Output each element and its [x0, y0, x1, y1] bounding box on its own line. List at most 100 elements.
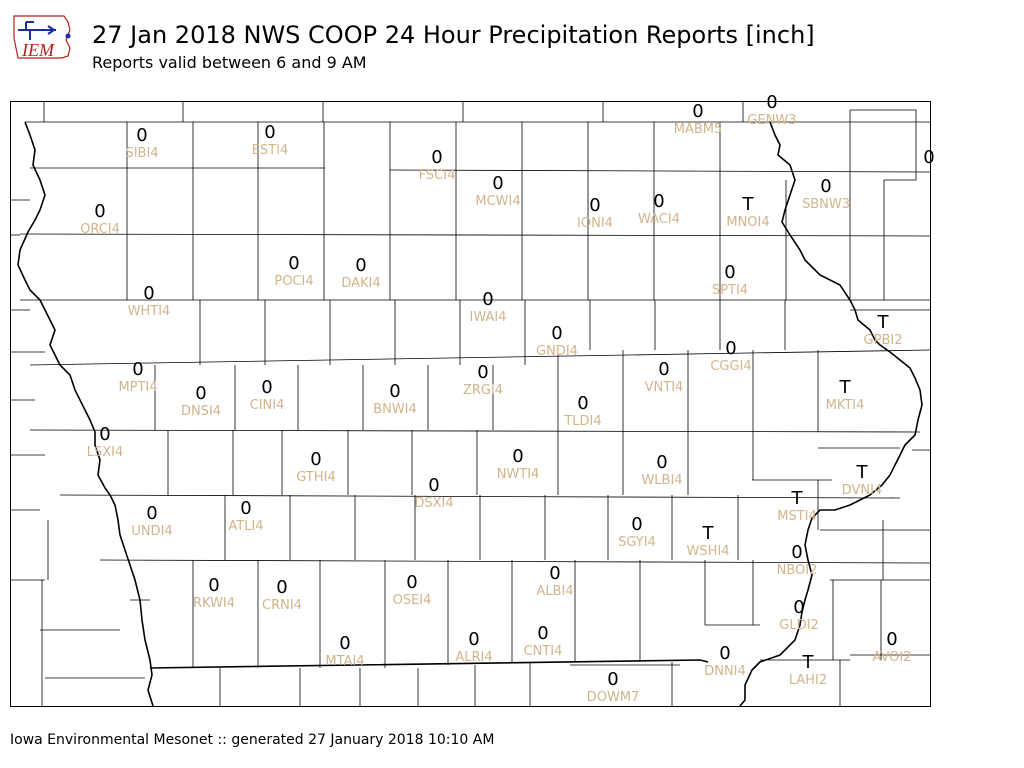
precip-value: 0	[276, 577, 287, 598]
station-id-label: WSHI4	[687, 544, 730, 559]
station-id-label: SIBI4	[125, 146, 158, 161]
station-id-label: DAKI4	[341, 276, 380, 291]
station-id-label: SGYI4	[618, 535, 656, 550]
station-id-label: MTAI4	[325, 654, 364, 669]
precip-value: 0	[923, 147, 934, 168]
station-id-label: GENW3	[747, 113, 796, 128]
station-id-label: DNSI4	[181, 404, 221, 419]
station-id-label: ALRI4	[455, 650, 492, 665]
station-id-label: WHTI4	[128, 304, 171, 319]
station-id-label: CNTI4	[524, 644, 563, 659]
footer-credit: Iowa Environmental Mesonet :: generated …	[10, 732, 495, 748]
station-id-label: IWAI4	[470, 310, 507, 325]
precip-value: T	[791, 488, 804, 509]
precip-value: 0	[477, 362, 488, 383]
iem-logo: IEM	[13, 15, 71, 60]
precip-value: 0	[208, 575, 219, 596]
precip-value: 0	[791, 542, 802, 563]
station-id-label: NBOI2	[777, 563, 818, 578]
precip-value: 0	[492, 173, 503, 194]
precip-value: 0	[339, 633, 350, 654]
precip-value: 0	[132, 359, 143, 380]
station-id-label: CRNI4	[262, 598, 302, 613]
precip-value: T	[702, 523, 715, 544]
precip-value: 0	[264, 122, 275, 143]
precip-value: 0	[482, 289, 493, 310]
precip-value: 0	[692, 101, 703, 122]
precip-value: T	[839, 377, 852, 398]
station-id-label: POCI4	[274, 274, 313, 289]
precip-value: 0	[512, 446, 523, 467]
precip-value: 0	[725, 338, 736, 359]
precip-value: 0	[724, 262, 735, 283]
station-id-label: MABM5	[674, 122, 723, 137]
station-id-label: DOWM7	[587, 690, 640, 705]
station-id-label: DNNI4	[704, 664, 746, 679]
station-id-label: AVOI2	[872, 650, 911, 665]
station-id-label: OSEI4	[393, 593, 432, 608]
county-boundaries	[10, 102, 931, 706]
station-id-label: SPTI4	[712, 283, 748, 298]
station-id-label: LSXI4	[87, 445, 124, 460]
precip-value: 0	[99, 424, 110, 445]
precip-value: 0	[431, 147, 442, 168]
precip-value: 0	[820, 176, 831, 197]
precip-value: 0	[428, 475, 439, 496]
station-id-label: MPTI4	[118, 380, 157, 395]
station-id-label: GNDI4	[536, 344, 578, 359]
precip-value: 0	[549, 563, 560, 584]
precip-value: 0	[719, 643, 730, 664]
station-plot: 0	[923, 147, 934, 168]
page-title: 27 Jan 2018 NWS COOP 24 Hour Precipitati…	[92, 21, 815, 49]
station-id-label: RKWI4	[193, 596, 235, 611]
precip-value: 0	[406, 572, 417, 593]
precip-value: T	[742, 194, 755, 215]
station-id-label: MNOI4	[726, 215, 769, 230]
precip-value: 0	[656, 452, 667, 473]
precip-value: 0	[143, 283, 154, 304]
station-id-label: DSXI4	[414, 496, 453, 511]
precip-value: T	[802, 652, 815, 673]
precip-value: 0	[658, 359, 669, 380]
precip-value: 0	[195, 383, 206, 404]
station-id-label: GLDI2	[779, 618, 818, 633]
station-id-label: ZRGI4	[463, 383, 503, 398]
station-id-label: VNTI4	[645, 380, 684, 395]
station-id-label: BNWI4	[373, 402, 417, 417]
precip-value: 0	[355, 255, 366, 276]
station-id-label: ORCI4	[80, 222, 120, 237]
precip-value: 0	[766, 92, 777, 113]
station-id-label: MSTI4	[777, 509, 817, 524]
station-id-label: SBNW3	[802, 197, 850, 212]
station-id-label: GPBI2	[864, 333, 903, 348]
station-id-label: UNDI4	[131, 524, 172, 539]
precip-value: 0	[310, 449, 321, 470]
